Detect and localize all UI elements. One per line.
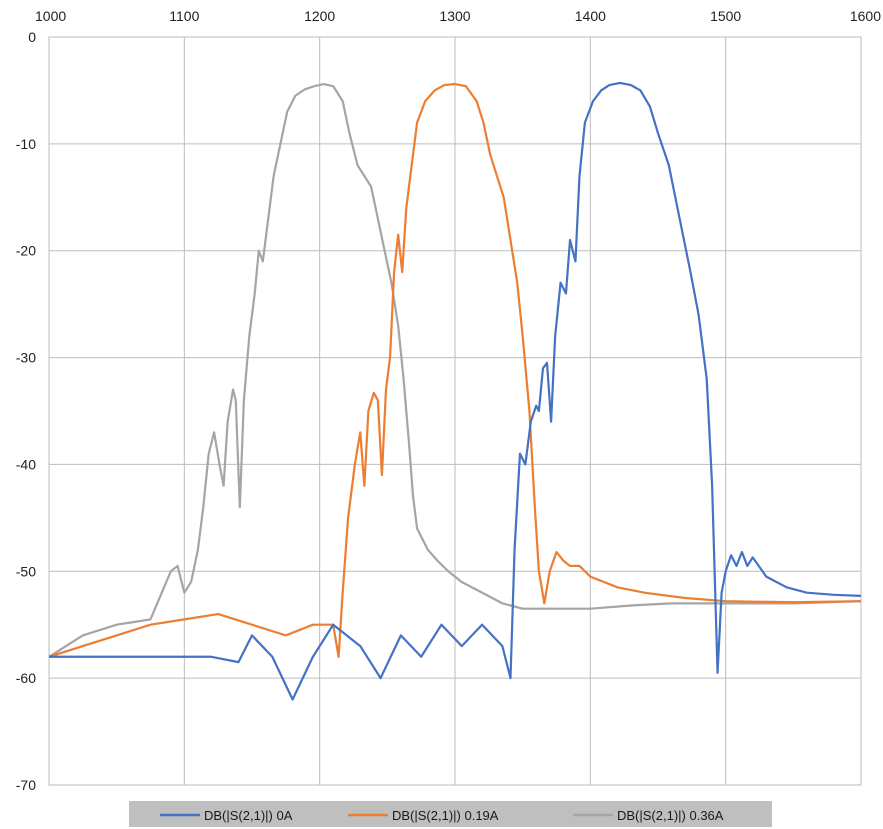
legend-label-3: DB(|S(2,1)|) 0.36A (617, 808, 724, 823)
y-tick-label: -70 (16, 777, 36, 793)
y-tick-label: -40 (16, 456, 36, 472)
x-tick-label: 1600 (850, 8, 881, 24)
y-tick-label: -30 (16, 350, 36, 366)
series-lines (49, 81, 861, 701)
x-tick-label: 1100 (169, 8, 199, 24)
x-tick-label: 1000 (35, 8, 66, 24)
y-tick-label: -50 (16, 563, 36, 579)
x-axis-tick-labels: 1000 1100 1200 1300 1400 1500 1600 (35, 8, 881, 24)
y-tick-label: -10 (16, 136, 36, 152)
legend: DB(|S(2,1)|) 0A DB(|S(2,1)|) 0.19A DB(|S(2… (129, 801, 772, 827)
plot-border (48, 36, 862, 786)
y-tick-label: -20 (16, 243, 36, 259)
x-tick-label: 1200 (304, 8, 335, 24)
y-tick-label: -60 (16, 670, 36, 686)
x-tick-label: 1400 (575, 8, 606, 24)
x-tick-label: 1300 (439, 8, 470, 24)
y-axis-tick-labels: 0 -10 -20 -30 -40 -50 -60 -70 (16, 29, 36, 793)
x-tick-label: 1500 (710, 8, 741, 24)
series-line-3 (49, 82, 861, 658)
series-line-2 (49, 82, 861, 658)
legend-label-1: DB(|S(2,1)|) 0A (204, 808, 293, 823)
legend-label-2: DB(|S(2,1)|) 0.19A (392, 808, 499, 823)
y-tick-label: 0 (28, 29, 36, 45)
series-line-1 (49, 81, 861, 701)
gridlines (48, 36, 862, 786)
legend-box (129, 801, 772, 827)
